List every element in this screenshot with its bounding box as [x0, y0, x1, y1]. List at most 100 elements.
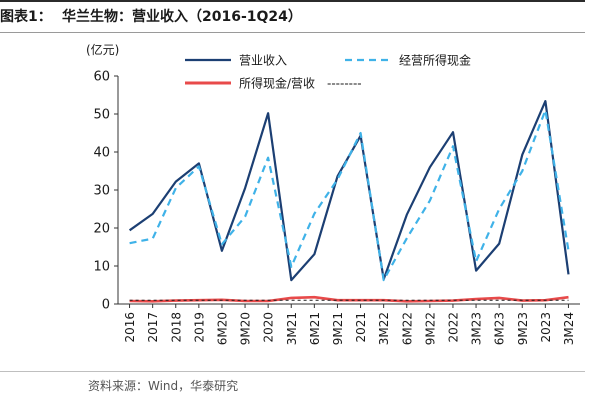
x-tick-label: 9M22 [423, 312, 437, 345]
data-point [452, 299, 454, 301]
chart-title-bar: 图表1： 华兰生物：营业收入（2016-1Q24） [0, 6, 585, 32]
data-point [383, 279, 385, 281]
data-point [337, 299, 339, 301]
data-point [221, 299, 223, 301]
x-axis: 2016 2017 2018 2019 6M20 9M20 2020 3M21 6M21 9M21… [118, 303, 580, 345]
data-point [383, 299, 385, 301]
data-point [429, 200, 431, 202]
legend-item: 营业收入 [185, 54, 287, 68]
series-1 [129, 109, 570, 282]
data-point [545, 100, 547, 102]
data-point [314, 296, 316, 298]
data-point [244, 216, 246, 218]
x-tick-label: 2019 [192, 312, 206, 343]
data-point [175, 299, 177, 301]
data-point [337, 179, 339, 181]
data-point [545, 299, 547, 301]
x-tick-label: 9M21 [331, 312, 345, 345]
data-point [152, 213, 154, 215]
data-point [175, 181, 177, 183]
y-tick-label: 40 [93, 146, 110, 161]
data-point [452, 131, 454, 133]
data-point [198, 299, 200, 301]
data-point [221, 250, 223, 252]
x-tick-label: 3M21 [285, 312, 299, 345]
data-point [568, 250, 570, 252]
series-2 [129, 295, 569, 303]
data-point [267, 299, 269, 301]
x-tick-label: 2017 [146, 312, 160, 343]
data-point [244, 187, 246, 189]
data-point [522, 299, 524, 301]
y-tick-label: 30 [93, 184, 110, 199]
title-underline [0, 32, 585, 33]
data-point [406, 214, 408, 216]
x-tick-label: 2023 [539, 312, 553, 343]
x-tick-label: 6M20 [215, 312, 229, 345]
data-point [129, 242, 131, 244]
data-point [498, 297, 500, 299]
x-tick-label: 6M22 [400, 312, 414, 345]
y-axis: 0 10 20 30 40 50 60 [93, 70, 119, 313]
revenue-line-chart: (亿元) 0 10 20 30 40 50 60 2016 2017 2018 2019 6M20 9… [86, 42, 580, 345]
data-point [267, 157, 269, 159]
legend-suffix: -------- [327, 77, 362, 91]
data-point [498, 208, 500, 210]
y-tick-label: 20 [93, 222, 110, 237]
figure-number: 图表1： [0, 9, 52, 25]
legend-item: 所得现金/营收 -------- [185, 76, 362, 91]
data-point [291, 266, 293, 268]
data-point [545, 109, 547, 111]
x-tick-label: 2020 [262, 312, 276, 343]
data-point [406, 299, 408, 301]
data-point [498, 243, 500, 245]
data-point [360, 132, 362, 134]
data-point [429, 299, 431, 301]
data-point [314, 299, 316, 301]
data-point [498, 299, 500, 301]
series-line [128, 99, 570, 282]
data-point [198, 166, 200, 168]
legend-label: 所得现金/营收 [239, 76, 315, 91]
y-tick-label: 10 [93, 260, 110, 275]
source-note: 资料来源：Wind，华泰研究 [88, 379, 239, 393]
legend-label: 经营所得现金 [399, 53, 471, 68]
title-top-rule [0, 0, 585, 2]
data-point [221, 244, 223, 246]
data-point [129, 299, 131, 301]
source-rule [0, 371, 585, 372]
data-point [291, 279, 293, 281]
legend-label: 营业收入 [239, 54, 287, 68]
data-point [314, 253, 316, 255]
data-point [475, 261, 477, 263]
data-point [406, 238, 408, 240]
y-axis-unit-label: (亿元) [86, 42, 119, 57]
data-point [314, 213, 316, 215]
data-point [267, 112, 269, 114]
data-point [522, 154, 524, 156]
data-point [452, 146, 454, 148]
x-tick-label: 2016 [123, 312, 137, 343]
x-tick-label: 3M24 [562, 312, 576, 345]
data-point [152, 238, 154, 240]
data-point [291, 299, 293, 301]
x-tick-label: 9M23 [516, 312, 530, 345]
x-tick-label: 2022 [446, 312, 460, 343]
data-point [152, 299, 154, 301]
data-point [568, 274, 570, 276]
data-point [175, 187, 177, 189]
data-point [475, 270, 477, 272]
x-tick-label: 6M23 [493, 312, 507, 345]
x-tick-label: 2018 [169, 312, 183, 343]
series-3 [129, 299, 569, 301]
data-point [129, 230, 131, 232]
data-point [360, 299, 362, 301]
legend-item: 经营所得现金 [345, 53, 471, 68]
y-tick-label: 50 [93, 108, 110, 123]
y-tick-label: 60 [93, 70, 110, 85]
data-point [522, 170, 524, 172]
series-0 [128, 99, 570, 282]
x-tick-label: 6M21 [308, 312, 322, 345]
data-point [198, 163, 200, 165]
